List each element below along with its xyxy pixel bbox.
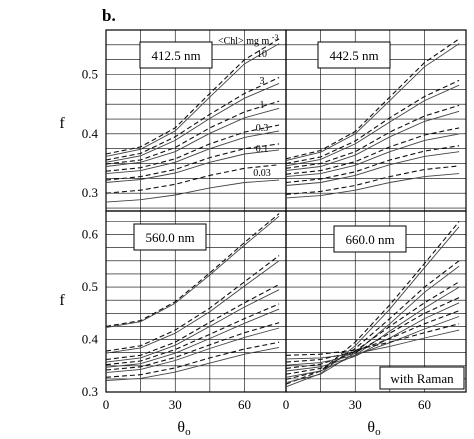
y-tick-label: 0.5 — [82, 279, 98, 294]
ylabel-top: f — [59, 115, 65, 132]
series-line-chl-1-dashed — [285, 104, 460, 169]
wavelength-label: 560.0 nm — [145, 230, 194, 245]
chl-value-label: 0.1 — [256, 144, 269, 155]
series-line-chl-0-03-solid — [105, 346, 280, 381]
wavelength-label-box — [133, 223, 207, 251]
series-line-chl-0-3-solid — [285, 302, 460, 372]
series-line-chl-0-1-dashed — [285, 145, 460, 184]
series-line-chl-0-3-solid — [285, 133, 460, 178]
series-line-chl-10-dashed — [285, 38, 460, 160]
series-line-chl-0-1-dashed — [105, 143, 280, 181]
series-line-chl-0-1-dashed — [105, 322, 280, 371]
panel-660-0nm: 660.0 nm 0 30 60 — [283, 210, 467, 412]
series-line-chl-0-03-solid — [105, 179, 280, 203]
chl-value-label: 0.03 — [253, 168, 271, 179]
series-line-chl-1-solid — [285, 110, 460, 172]
series-line-chl-0-1-dashed — [285, 310, 460, 363]
series-line-chl-10-dashed — [105, 38, 280, 155]
xlabel-left: θo — [177, 419, 191, 438]
series-line-chl-1-solid — [105, 289, 280, 363]
y-tick-label: 0.4 — [82, 126, 99, 141]
series-line-chl-3-dashed — [105, 255, 280, 352]
figure-label: b. — [102, 6, 116, 25]
series-line-chl-10-solid — [105, 215, 280, 328]
svg-text:<Chl> mg m -3: <Chl> mg m -3 — [218, 33, 278, 47]
series-line-chl-1-solid — [105, 107, 280, 167]
series-line-chl-10-dashed — [285, 221, 460, 385]
x-tick-label: 60 — [418, 397, 431, 412]
xlabel-right: θo — [367, 419, 381, 438]
chl-value-label: 0.3 — [256, 123, 269, 134]
series-line-chl-3-solid — [285, 265, 460, 384]
wavelength-label-box — [317, 41, 391, 69]
xlabel-right-theta: θ — [367, 419, 375, 436]
series-line-chl-3-dashed — [105, 77, 280, 161]
raman-note-box: with Raman — [379, 366, 465, 390]
chl-value-label: 1 — [260, 100, 265, 111]
xlabel-left-sub: o — [185, 426, 191, 438]
chl-value-label: 10 — [257, 49, 267, 60]
series-line-chl-1-solid — [285, 286, 460, 378]
series-line-chl-0-03-solid — [285, 329, 460, 360]
x-tick-label: 0 — [103, 397, 110, 412]
series-line-chl-3-solid — [285, 84, 460, 167]
wavelength-label-box — [139, 41, 213, 69]
wavelength-label: 412.5 nm — [151, 48, 200, 63]
xlabel-right-sub: o — [375, 426, 381, 438]
xlabel-left-theta: θ — [177, 419, 185, 436]
y-tick-label: 0.4 — [82, 332, 99, 347]
series-line-chl-0-03-dashed — [285, 165, 460, 195]
series-line-chl-0-3-dashed — [285, 297, 460, 369]
panel-560-0nm: 560.0 nm 0.3 0.4 0.5 0.6 0 30 60 — [82, 210, 287, 412]
panel-412-5nm: 412.5 nm 0.3 0.4 0.5 — [82, 29, 287, 212]
chl-header-text: <Chl> mg m — [218, 36, 270, 47]
ylabel-bottom: f — [59, 292, 65, 309]
plot-frame — [285, 210, 467, 393]
series-line-chl-0-03-solid — [285, 173, 460, 199]
panel-442-5nm: 442.5 nm — [285, 29, 467, 212]
series-line-chl-0-3-dashed — [105, 124, 280, 172]
series-line-chl-3-dashed — [285, 79, 460, 165]
series-line-chl-3-solid — [105, 260, 280, 354]
series-line-chl-0-03-dashed — [105, 341, 280, 378]
x-tick-label: 30 — [349, 397, 362, 412]
y-tick-label: 0.3 — [82, 185, 98, 200]
series-line-chl-0-1-solid — [285, 316, 460, 366]
series-line-chl-0-03-dashed — [285, 323, 460, 356]
series-line-chl-0-3-dashed — [105, 303, 280, 366]
chl-legend-header: <Chl> mg m -3 10 3 1 0.3 0.1 0.03 — [218, 33, 278, 179]
series-line-chl-10-dashed — [105, 213, 280, 327]
series-line-chl-3-solid — [105, 82, 280, 163]
series-line-chl-3-dashed — [285, 260, 460, 380]
x-tick-label: 30 — [169, 397, 182, 412]
series-line-chl-0-3-solid — [105, 130, 280, 175]
raman-note: with Raman — [390, 371, 454, 386]
wavelength-label: 660.0 nm — [345, 232, 394, 247]
series-line-chl-1-dashed — [105, 283, 280, 361]
x-tick-label: 0 — [283, 397, 290, 412]
series-line-chl-10-solid — [285, 43, 460, 162]
chl-header-exponent: -3 — [272, 33, 279, 42]
y-tick-label: 0.3 — [82, 384, 98, 399]
series-line-chl-10-solid — [105, 43, 280, 157]
grid — [106, 30, 286, 211]
y-tick-label: 0.6 — [82, 227, 99, 242]
chl-value-label: 3 — [260, 76, 265, 87]
series-line-chl-0-03-dashed — [105, 164, 280, 194]
y-tick-label: 0.5 — [82, 67, 98, 82]
series-line-chl-0-1-solid — [105, 327, 280, 374]
series-line-chl-0-3-solid — [105, 308, 280, 368]
series-line-chl-1-dashed — [105, 100, 280, 165]
series-line-chl-0-1-solid — [105, 149, 280, 183]
x-tick-label: 60 — [238, 397, 251, 412]
wavelength-label-box — [333, 225, 407, 253]
series-line-chl-1-dashed — [285, 281, 460, 375]
series-line-chl-0-1-solid — [285, 151, 460, 186]
series-line-chl-0-3-dashed — [285, 127, 460, 175]
wavelength-label: 442.5 nm — [329, 48, 378, 63]
